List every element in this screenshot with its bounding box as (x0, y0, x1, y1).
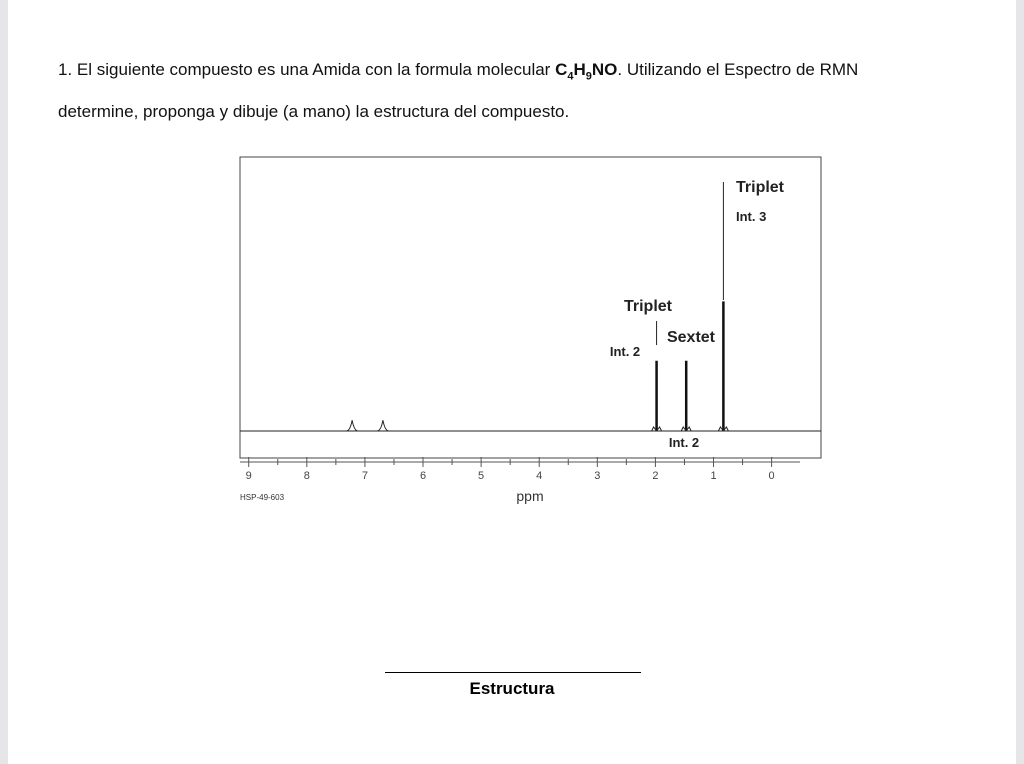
peak-multiplicity: Sextet (667, 329, 716, 346)
formula-count: 9 (585, 70, 592, 83)
peak (376, 420, 390, 432)
question-number: 1. (58, 60, 73, 79)
formula-element: H (573, 60, 586, 79)
x-axis-label: ppm (516, 488, 543, 504)
peak-multiplicity: Triplet (736, 179, 785, 196)
peak-foot (651, 426, 663, 432)
x-tick-label: 9 (246, 470, 252, 482)
formula-element: C (555, 60, 568, 79)
peak-integration: Int. 2 (610, 344, 640, 359)
peak-foot (717, 426, 729, 432)
document-page (8, 0, 1016, 764)
question-text: El siguiente compuesto es una Amida con … (76, 60, 556, 79)
answer-line (385, 672, 641, 673)
question-text: . Utilizando el Espectro de RMN determin… (58, 60, 859, 122)
peak-foot (680, 426, 692, 432)
peak-integration: Int. 2 (669, 435, 699, 450)
x-tick-label: 8 (304, 470, 310, 482)
formula: C4H9NO (555, 60, 618, 83)
peak-multiplicity: Triplet (624, 298, 673, 315)
x-tick-label: 7 (362, 470, 368, 482)
spectrum-code: HSP-49-603 (240, 493, 285, 502)
spectrum-frame (239, 156, 822, 459)
formula-element: NO (591, 60, 618, 79)
x-tick-label: 0 (769, 470, 775, 482)
peak-integration: Int. 3 (736, 209, 766, 224)
peak (346, 420, 359, 432)
answer-label: Estructura (469, 679, 555, 698)
x-tick-label: 6 (420, 470, 426, 482)
x-tick-label: 3 (594, 470, 600, 482)
x-tick-label: 2 (652, 470, 658, 482)
x-tick-label: 5 (478, 470, 484, 482)
x-tick-label: 4 (536, 470, 542, 482)
x-tick-label: 1 (710, 470, 716, 482)
formula-count: 4 (567, 70, 574, 83)
question: 1. El siguiente compuesto es una Amida c… (58, 52, 918, 130)
